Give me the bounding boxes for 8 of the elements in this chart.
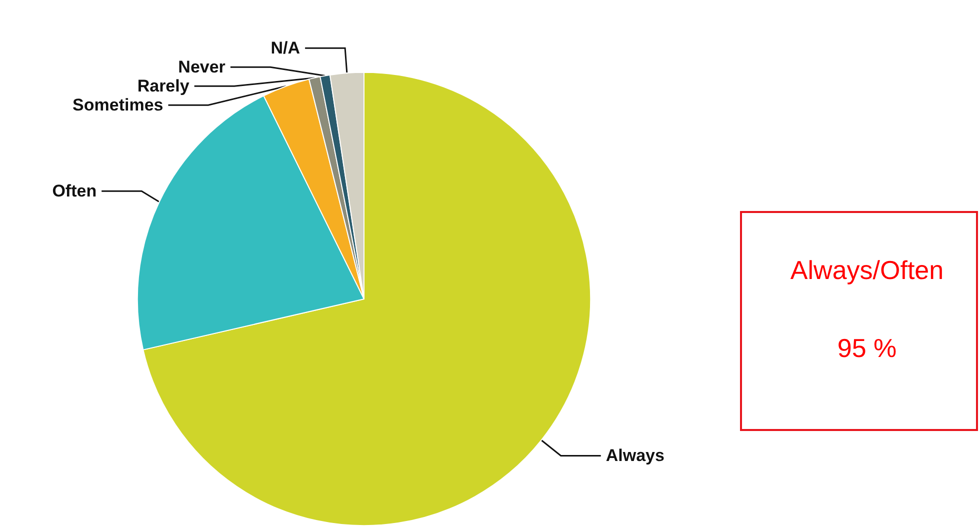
text: 95 % <box>837 333 897 363</box>
slice-label: Sometimes <box>72 96 164 115</box>
slice-label: Rarely <box>137 76 190 96</box>
slice-label: Always <box>606 446 664 466</box>
slice-label: Often <box>52 182 97 201</box>
slice-label: Never <box>178 58 226 77</box>
slice-label: N/A <box>270 38 300 58</box>
text: Always/Often <box>790 255 944 285</box>
